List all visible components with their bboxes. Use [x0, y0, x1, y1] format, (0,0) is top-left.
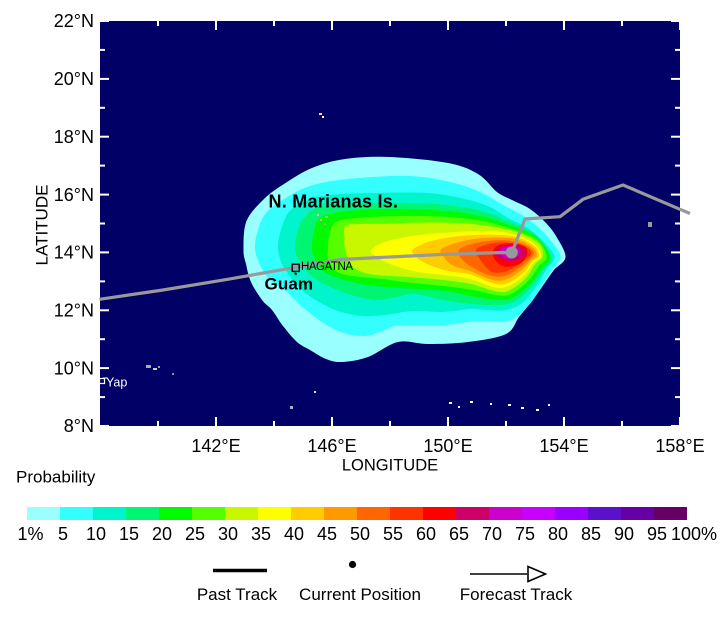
svg-text:10°N: 10°N: [54, 358, 94, 378]
svg-text:85: 85: [581, 524, 601, 544]
svg-text:20: 20: [152, 524, 172, 544]
svg-text:25: 25: [185, 524, 205, 544]
svg-text:LONGITUDE: LONGITUDE: [342, 457, 438, 475]
svg-text:LATITUDE: LATITUDE: [33, 185, 52, 266]
svg-text:18°N: 18°N: [54, 127, 94, 147]
svg-text:1%: 1%: [17, 524, 43, 544]
svg-text:100%: 100%: [671, 524, 717, 544]
svg-text:12°N: 12°N: [54, 301, 94, 321]
svg-text:45: 45: [317, 524, 337, 544]
svg-text:95: 95: [647, 524, 667, 544]
svg-text:75: 75: [515, 524, 535, 544]
svg-text:Past Track: Past Track: [197, 585, 278, 604]
svg-text:50: 50: [350, 524, 370, 544]
svg-text:150°E: 150°E: [423, 436, 472, 456]
svg-text:60: 60: [416, 524, 436, 544]
svg-text:5: 5: [58, 524, 68, 544]
svg-text:20°N: 20°N: [54, 69, 94, 89]
svg-text:154°E: 154°E: [539, 436, 588, 456]
svg-text:55: 55: [383, 524, 403, 544]
svg-text:146°E: 146°E: [307, 436, 356, 456]
svg-text:40: 40: [284, 524, 304, 544]
svg-text:Probability: Probability: [16, 468, 96, 487]
svg-text:8°N: 8°N: [64, 416, 94, 436]
svg-text:HAGATNA: HAGATNA: [301, 261, 353, 273]
svg-text:142°E: 142°E: [191, 436, 240, 456]
svg-text:15: 15: [119, 524, 139, 544]
svg-text:Forecast Track: Forecast Track: [460, 585, 573, 604]
svg-text:70: 70: [482, 524, 502, 544]
svg-text:65: 65: [449, 524, 469, 544]
svg-text:N. Marianas Is.: N. Marianas Is.: [269, 192, 399, 212]
svg-text:10: 10: [86, 524, 106, 544]
svg-text:Current Position: Current Position: [299, 585, 421, 604]
svg-text:90: 90: [614, 524, 634, 544]
svg-text:14°N: 14°N: [54, 243, 94, 263]
svg-text:Yap: Yap: [106, 376, 127, 390]
svg-text:22°N: 22°N: [54, 11, 94, 31]
svg-text:Guam: Guam: [265, 275, 314, 294]
svg-text:30: 30: [218, 524, 238, 544]
svg-text:16°N: 16°N: [54, 185, 94, 205]
svg-text:80: 80: [548, 524, 568, 544]
svg-text:35: 35: [251, 524, 271, 544]
svg-text:158°E: 158°E: [655, 436, 704, 456]
